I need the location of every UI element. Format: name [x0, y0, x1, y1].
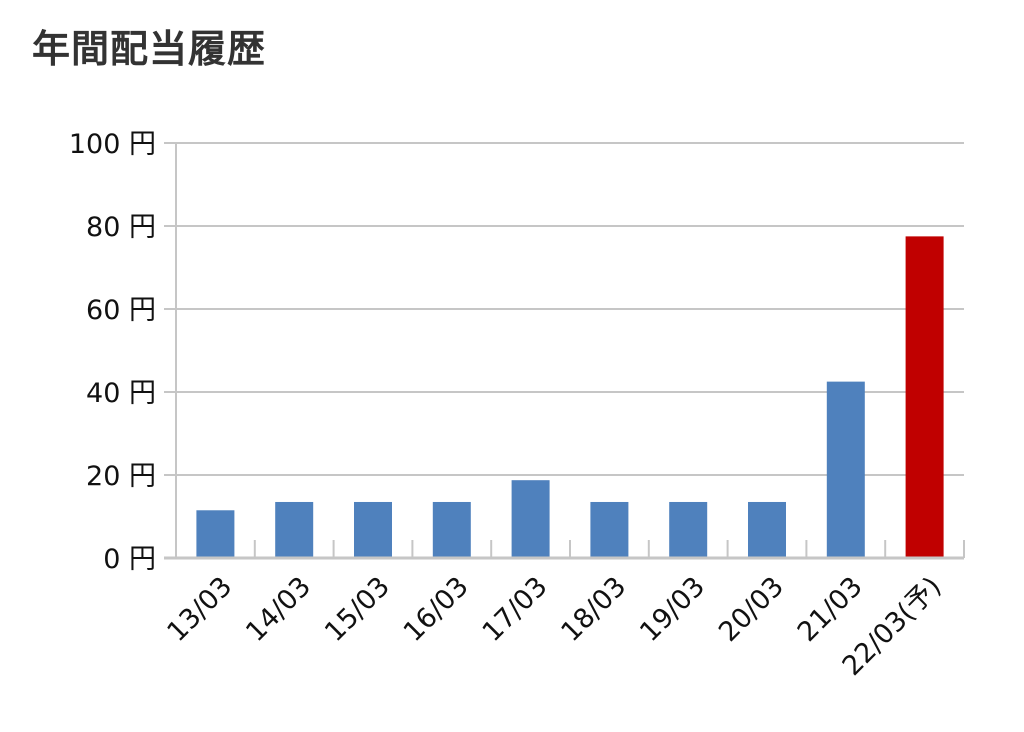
- y-axis-labels: 0 円 20 円 40 円 60 円 80 円 100 円: [69, 129, 156, 575]
- x-axis-labels: 13/03 14/03 15/03 16/03 17/03 18/03 19/03 20/03…: [161, 571, 947, 682]
- bar-21/03: [826, 381, 865, 558]
- bar-15/03: [354, 501, 392, 558]
- y-tick-label: 60 円: [86, 295, 156, 326]
- x-tick-label: 13/03: [161, 571, 238, 648]
- y-tick-label: 20 円: [86, 461, 156, 492]
- y-tick-label: 0 円: [103, 544, 156, 575]
- bar-18/03: [590, 501, 629, 558]
- y-tick-label: 40 円: [86, 378, 156, 409]
- bar-14/03: [275, 501, 314, 558]
- bar-13/03: [196, 510, 235, 558]
- bar-16/03: [432, 501, 471, 558]
- x-tick-label: 21/03: [792, 571, 869, 648]
- x-tick-label: 16/03: [398, 571, 475, 648]
- bar-17/03: [511, 480, 550, 558]
- y-tick-label: 80 円: [86, 212, 156, 243]
- x-tick-label: 20/03: [713, 571, 790, 648]
- bars: [196, 236, 944, 558]
- x-tick-label: 17/03: [477, 571, 554, 648]
- axes: [164, 143, 965, 560]
- x-tick-label: 19/03: [634, 571, 711, 648]
- bar-22/03(予): [905, 236, 944, 558]
- chart-title: 年間配当履歴: [32, 27, 267, 71]
- bar-20/03: [748, 501, 786, 558]
- x-tick-label: 14/03: [240, 571, 317, 648]
- x-tick-label: 15/03: [319, 571, 396, 648]
- y-tick-label: 100 円: [69, 129, 156, 160]
- bar-19/03: [669, 501, 708, 558]
- x-tick-label: 18/03: [555, 571, 632, 648]
